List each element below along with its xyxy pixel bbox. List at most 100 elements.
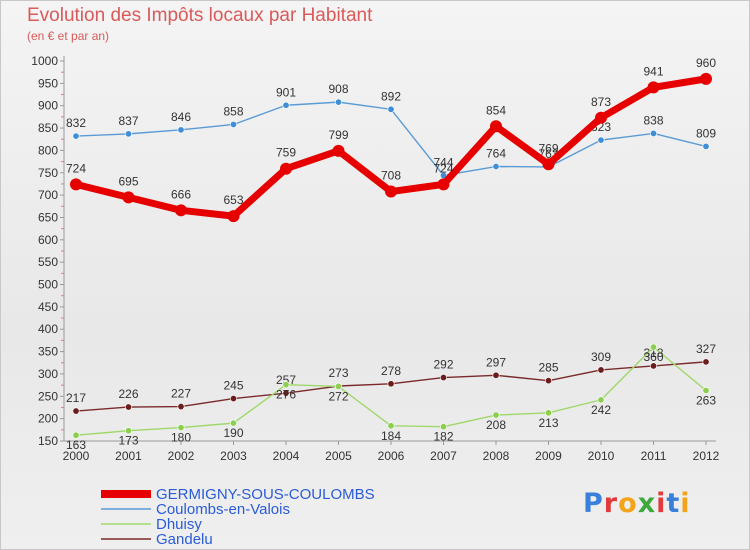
data-point bbox=[334, 382, 342, 390]
chart-title: Evolution des Impôts locaux par Habitant bbox=[27, 5, 373, 26]
data-point bbox=[437, 178, 450, 191]
data-label: 653 bbox=[223, 193, 243, 207]
x-tick-label: 2003 bbox=[220, 449, 247, 463]
x-tick-label: 2008 bbox=[483, 449, 510, 463]
y-tick-label: 900 bbox=[38, 99, 58, 113]
data-point bbox=[649, 362, 657, 370]
data-label: 837 bbox=[118, 114, 138, 128]
y-tick-label: 700 bbox=[38, 188, 58, 202]
y-tick-label: 300 bbox=[38, 367, 58, 381]
data-point bbox=[332, 144, 345, 157]
data-label: 744 bbox=[433, 155, 453, 169]
x-tick-label: 2000 bbox=[63, 449, 90, 463]
data-label: 724 bbox=[66, 161, 86, 175]
series-germigny-sous-coulombs: 724 695 666 653 759 799 708 724 854 769 873 941 960 bbox=[66, 56, 716, 223]
data-label: 360 bbox=[643, 350, 663, 364]
data-label: 173 bbox=[118, 434, 138, 448]
legend-label: Gandelu bbox=[156, 531, 213, 548]
data-label: 217 bbox=[66, 391, 86, 405]
y-tick-label: 800 bbox=[38, 143, 58, 157]
data-point bbox=[649, 129, 657, 137]
data-point bbox=[125, 130, 133, 138]
logo-letter: r bbox=[603, 488, 619, 519]
data-label: 213 bbox=[538, 416, 558, 430]
data-point bbox=[595, 111, 607, 124]
data-label: 854 bbox=[486, 103, 506, 117]
y-tick-label: 550 bbox=[38, 255, 58, 269]
data-point bbox=[649, 343, 657, 351]
series-gandelu: 217 226 227 245 257 273 278 292 297 285 309 318 327 bbox=[66, 342, 716, 415]
data-label: 318 bbox=[643, 346, 663, 360]
y-tick-label: 400 bbox=[38, 322, 58, 336]
x-tick-label: 2011 bbox=[641, 449, 667, 463]
data-point bbox=[387, 422, 395, 430]
logo-letter: i bbox=[656, 488, 667, 519]
data-label: 242 bbox=[591, 403, 611, 417]
data-point bbox=[597, 136, 605, 144]
y-tick-label: 650 bbox=[38, 210, 58, 224]
x-tick-label: 2005 bbox=[325, 449, 352, 463]
x-tick-label: 2006 bbox=[378, 449, 405, 463]
data-point bbox=[177, 424, 185, 432]
y-tick-label: 950 bbox=[38, 76, 58, 90]
data-label: 263 bbox=[696, 393, 716, 407]
y-tick-label: 200 bbox=[38, 412, 58, 426]
x-tick-label: 2002 bbox=[168, 449, 195, 463]
y-tick-label: 150 bbox=[38, 434, 58, 448]
data-point bbox=[647, 81, 660, 94]
data-label: 960 bbox=[696, 56, 716, 70]
data-point bbox=[387, 380, 395, 388]
data-label: 695 bbox=[118, 174, 138, 188]
data-label: 276 bbox=[276, 388, 296, 402]
proxiti-logo: Proxiti bbox=[583, 488, 691, 519]
data-point bbox=[702, 386, 710, 394]
data-label: 799 bbox=[328, 128, 348, 142]
data-point bbox=[385, 185, 397, 198]
legend-label: Dhuisy bbox=[156, 516, 202, 533]
y-tick-label: 850 bbox=[38, 121, 58, 135]
data-point bbox=[439, 423, 447, 431]
data-label: 309 bbox=[591, 350, 611, 364]
data-point bbox=[230, 120, 238, 128]
x-tick-label: 2010 bbox=[588, 449, 615, 463]
data-label: 163 bbox=[66, 438, 86, 452]
data-point bbox=[177, 126, 185, 134]
x-tick-label: 2012 bbox=[693, 449, 720, 463]
data-label: 272 bbox=[328, 389, 348, 403]
data-point bbox=[490, 120, 502, 133]
data-label: 285 bbox=[538, 361, 558, 375]
logo-letter: P bbox=[583, 488, 604, 519]
data-point bbox=[70, 178, 82, 191]
data-label: 227 bbox=[171, 387, 191, 401]
data-label: 838 bbox=[643, 113, 663, 127]
logo-letter: x bbox=[637, 488, 657, 519]
data-point bbox=[544, 377, 552, 385]
data-label: 846 bbox=[171, 110, 191, 124]
logo-letter: t bbox=[666, 488, 681, 519]
data-point bbox=[492, 163, 500, 171]
data-point bbox=[282, 389, 290, 397]
y-tick-label: 500 bbox=[38, 278, 58, 292]
data-label: 257 bbox=[276, 373, 296, 387]
data-label: 226 bbox=[118, 387, 138, 401]
data-label: 292 bbox=[433, 358, 453, 372]
data-label: 297 bbox=[486, 355, 506, 369]
data-point bbox=[700, 72, 712, 85]
logo-letter: o bbox=[618, 488, 638, 519]
x-tick-label: 2009 bbox=[535, 449, 562, 463]
data-label: 327 bbox=[696, 342, 716, 356]
data-point bbox=[72, 132, 80, 140]
data-point bbox=[544, 409, 552, 417]
data-label: 892 bbox=[381, 89, 401, 103]
data-label: 764 bbox=[486, 147, 506, 161]
y-tick-label: 250 bbox=[38, 389, 58, 403]
y-tick-label: 1000 bbox=[31, 54, 58, 68]
data-label: 769 bbox=[538, 141, 558, 155]
data-point bbox=[334, 98, 342, 106]
data-point bbox=[125, 403, 133, 411]
data-point bbox=[542, 158, 555, 171]
data-point bbox=[439, 374, 447, 382]
data-point bbox=[492, 371, 500, 379]
data-point bbox=[230, 395, 238, 403]
